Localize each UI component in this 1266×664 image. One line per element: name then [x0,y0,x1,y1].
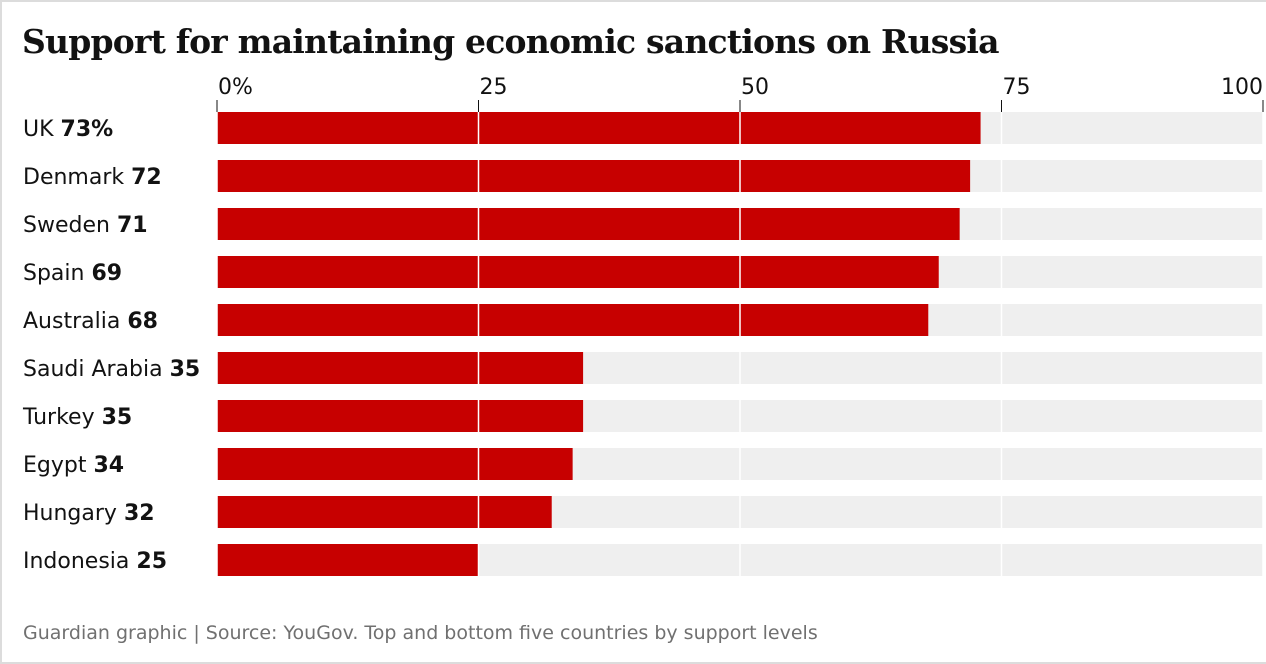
category-name: Turkey [22,405,102,430]
data-label: 35 [170,357,201,382]
category-name: Sweden [23,213,117,238]
bar [217,256,939,288]
bar [217,160,971,192]
data-label: 34 [93,453,124,478]
category-name: Australia [23,309,127,334]
category-label: Egypt 34 [23,453,124,478]
bar [217,304,929,336]
data-label: 69 [91,261,122,286]
bar [217,496,552,528]
category-name: Egypt [23,453,93,478]
tick-label: 100 [1221,75,1263,100]
data-label: 35 [102,405,133,430]
bar [217,208,960,240]
category-label: Australia 68 [23,309,158,334]
category-name: Denmark [23,165,131,190]
data-label: 25 [136,549,167,574]
tick-label: 0% [218,75,253,100]
category-label: Spain 69 [23,261,122,286]
data-label: 72 [131,165,162,190]
data-label: 73% [61,117,114,142]
bottom-rule [0,662,1266,664]
data-label: 32 [124,501,155,526]
tick-label: 75 [1003,75,1031,100]
data-label: 71 [117,213,148,238]
category-label: Hungary 32 [23,501,155,526]
bar [217,112,981,144]
data-label: 68 [127,309,158,334]
category-label: Turkey 35 [22,405,132,430]
category-label: Denmark 72 [23,165,162,190]
bar [217,544,479,576]
bar [217,448,573,480]
category-name: Spain [23,261,91,286]
tick-label: 50 [741,75,769,100]
top-rule [0,0,1266,2]
category-label: UK 73% [23,117,113,142]
left-rule [0,0,2,664]
category-label: Saudi Arabia 35 [23,357,200,382]
bar [217,400,584,432]
category-label: Sweden 71 [23,213,148,238]
source-note: Guardian graphic | Source: YouGov. Top a… [23,622,818,644]
category-name: Saudi Arabia [23,357,170,382]
bar [217,352,584,384]
category-name: Indonesia [23,549,136,574]
category-label: Indonesia 25 [23,549,167,574]
chart-title: Support for maintaining economic sanctio… [22,22,999,61]
category-name: Hungary [23,501,124,526]
category-name: UK [23,117,61,142]
tick-label: 25 [480,75,508,100]
